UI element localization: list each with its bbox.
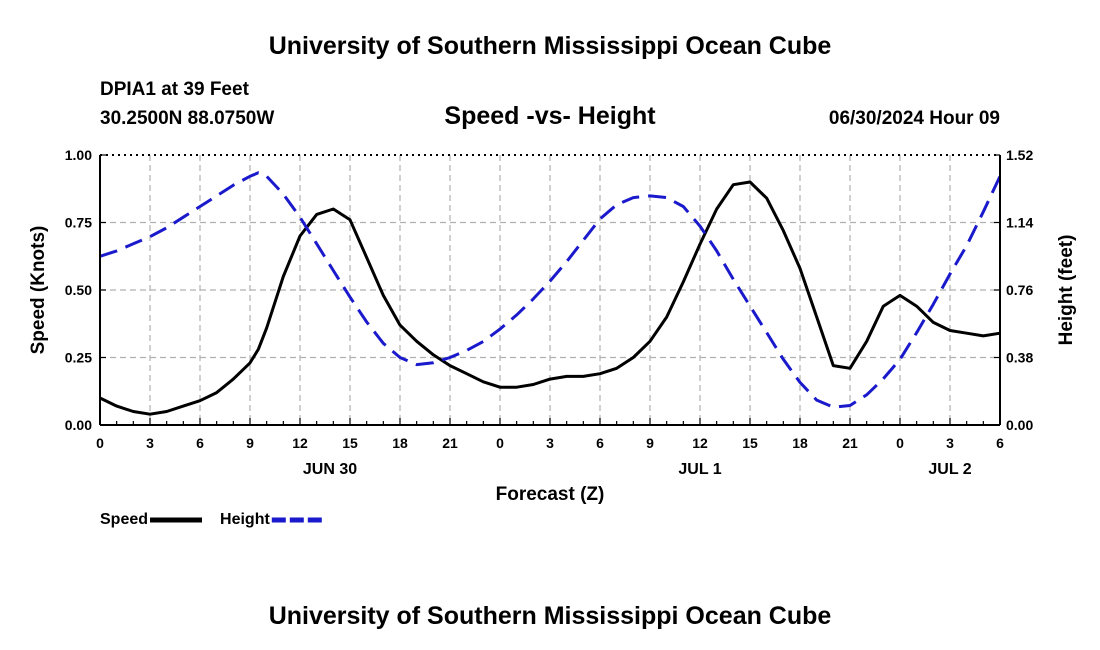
page-title-top: University of Southern Mississippi Ocean… (269, 32, 832, 60)
y-right-tick-label-2: 0.76 (1006, 282, 1033, 298)
series-lines (99, 171, 1002, 416)
y-left-tick-label-2: 0.50 (65, 282, 92, 298)
legend-label-speed: Speed (100, 511, 148, 528)
x-tick-label-7: 21 (442, 435, 458, 451)
y-axis-left-label: Speed (Knots) (28, 226, 49, 355)
x-tick-label-16: 0 (896, 435, 904, 451)
y-right-tick-label-1: 0.38 (1006, 350, 1033, 366)
x-tick-label-4: 12 (292, 435, 308, 451)
series-line-speed (99, 180, 1001, 416)
x-tick-label-0: 0 (96, 435, 104, 451)
date-label-1: JUL 1 (678, 461, 721, 478)
legend-label-height: Height (220, 511, 270, 528)
x-tick-label-17: 3 (946, 435, 954, 451)
x-tick-label-3: 9 (246, 435, 254, 451)
page-title-bottom: University of Southern Mississippi Ocean… (269, 602, 832, 630)
date-label-0: JUN 30 (303, 461, 357, 478)
station-label: DPIA1 at 39 Feet (100, 79, 250, 100)
date-labels: JUN 30 JUL 1 JUL 2 (303, 461, 972, 478)
x-tick-label-2: 6 (196, 435, 204, 451)
x-tick-label-8: 0 (496, 435, 504, 451)
x-tick-label-9: 3 (546, 435, 554, 451)
y-right-tick-label-4: 1.52 (1006, 147, 1033, 163)
x-tick-label-11: 9 (646, 435, 654, 451)
y-left-tick-label-0: 0.00 (65, 417, 92, 433)
x-tick-label-18: 6 (996, 435, 1004, 451)
x-axis-label: Forecast (Z) (496, 484, 605, 505)
legend: Speed Height (100, 511, 324, 528)
x-tick-label-13: 15 (742, 435, 758, 451)
grid-lines (100, 155, 1000, 425)
x-tick-label-12: 12 (692, 435, 708, 451)
x-tick-label-1: 3 (146, 435, 154, 451)
axes-frame (99, 154, 1001, 426)
x-tick-label-14: 18 (792, 435, 808, 451)
date-label-2: JUL 2 (928, 461, 971, 478)
y-right-tick-label-0: 0.00 (1006, 417, 1033, 433)
tick-labels: 0 3 6 9 12 15 18 21 0 3 6 9 12 15 18 21 0 3 60.000.250.500… (65, 147, 1034, 451)
x-tick-label-6: 18 (392, 435, 408, 451)
chart-title: Speed -vs- Height (444, 102, 656, 130)
x-tick-label-15: 21 (842, 435, 858, 451)
y-left-tick-label-1: 0.25 (65, 350, 92, 366)
x-tick-label-10: 6 (596, 435, 604, 451)
y-axis-right-label: Height (feet) (1056, 235, 1077, 346)
y-left-tick-label-3: 0.75 (65, 215, 92, 231)
y-left-tick-label-4: 1.00 (65, 147, 92, 163)
x-tick-label-5: 15 (342, 435, 358, 451)
series-line-height (99, 171, 1002, 409)
y-right-tick-label-3: 1.14 (1006, 215, 1033, 231)
timestamp-label: 06/30/2024 Hour 09 (829, 108, 1000, 129)
coords-label: 30.2500N 88.0750W (100, 108, 274, 129)
